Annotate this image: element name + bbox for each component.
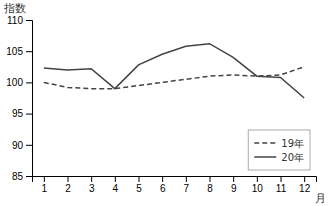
x-axis-domain: [33, 177, 317, 183]
x-tick-mark: [186, 176, 187, 182]
y-tick-label: 95: [12, 108, 24, 119]
y-tick-mark: [26, 176, 32, 177]
y-tick-label: 100: [6, 77, 23, 88]
lines: [44, 44, 304, 98]
series-line: [44, 67, 304, 89]
y-axis-label: 指数: [3, 2, 26, 15]
x-tick-label: 7: [184, 183, 190, 194]
x-tick-mark: [233, 176, 234, 182]
x-tick: 8: [207, 176, 213, 194]
chart: 12345678910111285909510010511019年20年月指数: [0, 0, 330, 206]
y-tick-mark: [26, 82, 32, 83]
x-tick-label: 8: [207, 183, 213, 194]
y-axis: 85 90 95 100 105 110: [6, 15, 32, 182]
x-tick-mark: [162, 176, 163, 182]
series-line: [44, 44, 304, 98]
legend: 19年20年: [248, 130, 310, 170]
y-tick-mark: [26, 145, 32, 146]
legend-label: 19年: [281, 138, 304, 149]
x-tick-label: 10: [252, 183, 264, 194]
y-tick-mark: [26, 20, 32, 21]
legend-box: [248, 130, 310, 170]
x-tick: 10: [252, 176, 264, 194]
x-tick-label: 5: [136, 183, 142, 194]
x-tick: 7: [184, 176, 190, 194]
x-tick-mark: [304, 176, 305, 182]
x-tick: 3: [89, 176, 95, 194]
x-tick-label: 9: [231, 183, 237, 194]
x-tick-mark: [139, 176, 140, 182]
x-tick: 11: [276, 176, 287, 194]
x-tick-mark: [44, 176, 45, 182]
y-tick: 105: [6, 46, 32, 57]
x-tick-mark: [115, 176, 116, 182]
x-tick-mark: [68, 176, 69, 182]
y-tick: 110: [7, 15, 32, 26]
x-tick-label: 3: [89, 183, 95, 194]
x-tick: 2: [65, 176, 71, 194]
x-tick-label: 11: [276, 183, 287, 194]
y-tick-label: 105: [6, 46, 23, 57]
y-tick: 95: [12, 108, 32, 119]
y-tick: 100: [6, 77, 32, 88]
x-tick-label: 12: [299, 183, 311, 194]
x-tick: 9: [231, 176, 237, 194]
y-tick: 90: [12, 140, 32, 151]
legend-label: 20年: [281, 152, 304, 163]
x-tick: 6: [160, 176, 166, 194]
y-tick-label: 90: [12, 140, 24, 151]
x-tick: 1: [42, 176, 48, 194]
x-tick-mark: [257, 176, 258, 182]
legend-swatch: [254, 142, 276, 144]
x-tick-label: 1: [42, 183, 48, 194]
y-tick-label: 110: [7, 15, 23, 26]
x-axis: 123456789101112: [33, 176, 317, 194]
legend-swatch: [254, 156, 276, 158]
x-tick-mark: [281, 176, 282, 182]
x-axis-label: 月: [315, 192, 326, 205]
y-axis-domain: [26, 21, 33, 177]
x-tick: 4: [113, 176, 119, 194]
x-tick-label: 4: [113, 183, 119, 194]
x-tick-mark: [210, 176, 211, 182]
plot: 12345678910111285909510010511019年20年: [6, 15, 316, 194]
x-tick-mark: [91, 176, 92, 182]
x-tick: 12: [299, 176, 311, 194]
y-tick-mark: [26, 51, 32, 52]
y-tick-mark: [26, 114, 32, 115]
x-tick-label: 6: [160, 183, 166, 194]
y-tick-label: 85: [12, 171, 24, 182]
x-tick: 5: [136, 176, 142, 194]
x-tick-label: 2: [65, 183, 71, 194]
chart-container: 12345678910111285909510010511019年20年月指数: [0, 0, 330, 206]
y-tick: 85: [12, 171, 32, 182]
